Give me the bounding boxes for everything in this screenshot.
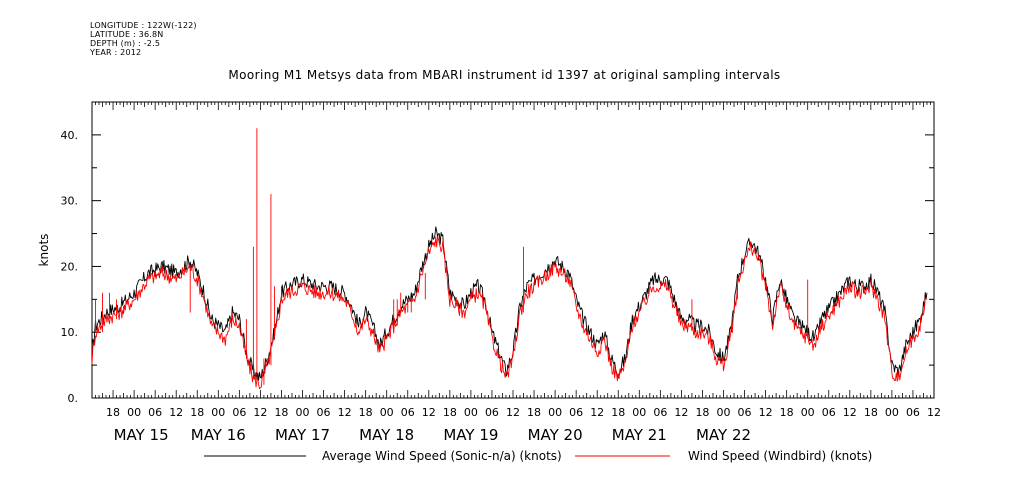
x-hour-label: 00 (717, 406, 731, 419)
x-day-label: MAY 22 (696, 426, 751, 444)
year-label: YEAR : 2012 (90, 48, 142, 57)
x-day-label: MAY 15 (114, 426, 169, 444)
x-hour-label: 12 (506, 406, 520, 419)
legend: Average Wind Speed (Sonic-n/a) (knots) Wi… (204, 449, 872, 463)
x-hour-label: 06 (906, 406, 920, 419)
x-hour-label: 18 (106, 406, 120, 419)
x-hour-label: 12 (674, 406, 688, 419)
series-line-windbird (91, 236, 928, 390)
x-day-label: MAY 21 (612, 426, 667, 444)
x-hour-label: 18 (695, 406, 709, 419)
x-hour-label: 18 (780, 406, 794, 419)
x-hour-label: 12 (253, 406, 267, 419)
x-hour-label: 18 (443, 406, 457, 419)
x-hour-label: 18 (864, 406, 878, 419)
x-hour-label: 18 (611, 406, 625, 419)
x-hour-label: 12 (843, 406, 857, 419)
y-axis-label: knots (37, 234, 51, 267)
y-tick-label: 10. (61, 326, 79, 339)
x-hour-label: 00 (464, 406, 478, 419)
y-tick-label: 40. (61, 129, 79, 142)
x-hour-label: 06 (738, 406, 752, 419)
x-hour-label: 06 (822, 406, 836, 419)
x-hour-label: 06 (148, 406, 162, 419)
x-hour-label: 06 (485, 406, 499, 419)
x-day-label: MAY 19 (443, 426, 498, 444)
legend-label-sonic: Average Wind Speed (Sonic-n/a) (knots) (322, 449, 562, 463)
x-hour-label: 06 (317, 406, 331, 419)
x-hour-label: 18 (274, 406, 288, 419)
x-hour-label: 00 (127, 406, 141, 419)
x-hour-label: 06 (569, 406, 583, 419)
x-hour-label: 06 (401, 406, 415, 419)
x-hour-label: 12 (169, 406, 183, 419)
x-hour-label: 00 (632, 406, 646, 419)
x-hour-label: 18 (527, 406, 541, 419)
chart-title: Mooring M1 Metsys data from MBARI instru… (228, 68, 781, 82)
x-hour-label: 06 (232, 406, 246, 419)
depth-label: DEPTH (m) : -2.5 (90, 39, 161, 48)
metadata-block: LONGITUDE : 122W(-122) LATITUDE : 36.8N … (90, 21, 197, 57)
x-hour-label: 12 (338, 406, 352, 419)
x-hour-label: 00 (548, 406, 562, 419)
longitude-label: LONGITUDE : 122W(-122) (90, 21, 197, 30)
x-hour-label: 00 (801, 406, 815, 419)
series-line-sonic (91, 226, 928, 381)
axis-ticks (91, 101, 935, 399)
latitude-label: LATITUDE : 36.8N (90, 30, 164, 39)
x-hour-label: 12 (422, 406, 436, 419)
x-hour-label: 00 (885, 406, 899, 419)
y-tick-label: 20. (61, 260, 79, 273)
x-day-label: MAY 16 (191, 426, 246, 444)
x-day-label: MAY 18 (359, 426, 414, 444)
x-hour-label: 00 (296, 406, 310, 419)
x-hour-label: 12 (590, 406, 604, 419)
legend-label-windbird: Wind Speed (Windbird) (knots) (688, 449, 872, 463)
axis-labels: 0. 10. 20. 30. 40. knots 18 00 06 12 18 00 06 12 18 00 0… (37, 129, 941, 444)
y-tick-label: 0. (68, 392, 79, 405)
x-hour-label: 12 (927, 406, 941, 419)
x-day-label: MAY 17 (275, 426, 330, 444)
x-hour-label: 00 (380, 406, 394, 419)
x-hour-label: 18 (190, 406, 204, 419)
series-layer (91, 128, 928, 390)
y-tick-label: 30. (61, 195, 79, 208)
x-hour-label: 06 (653, 406, 667, 419)
x-hour-label: 18 (359, 406, 373, 419)
x-hour-label: 00 (211, 406, 225, 419)
x-hour-label: 12 (759, 406, 773, 419)
x-day-label: MAY 20 (528, 426, 583, 444)
